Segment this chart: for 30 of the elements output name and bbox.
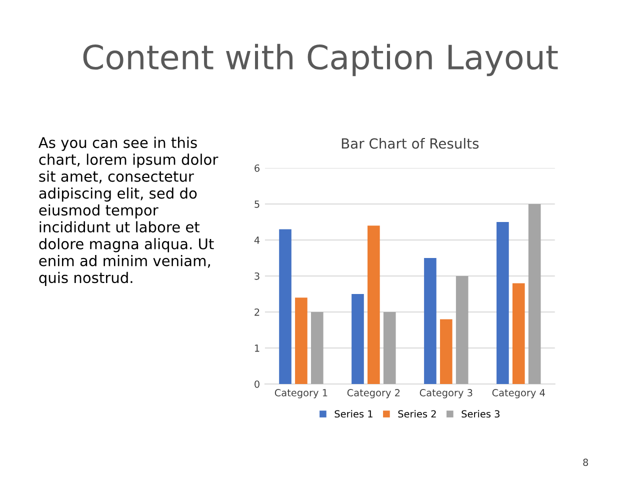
y-tick-label: 0 [254, 380, 260, 388]
x-tick-label: Category 4 [492, 389, 545, 398]
y-tick-label: 6 [254, 164, 260, 172]
legend-label: Series 3 [462, 410, 500, 418]
text: Content with Caption Layout [83, 44, 558, 76]
bar [496, 222, 509, 384]
bar [368, 226, 380, 384]
bar [456, 276, 468, 384]
text: 8 [583, 458, 588, 466]
y-tick-label: 3 [254, 272, 260, 280]
bar [310, 312, 324, 384]
bar [279, 229, 292, 384]
y-tick-label: 2 [254, 308, 260, 316]
legend-label: Series 2 [398, 410, 436, 418]
bar [440, 319, 452, 384]
bar [512, 283, 525, 384]
y-tick-label: 1 [254, 344, 260, 352]
bar [528, 204, 541, 384]
x-tick-label: Category 1 [274, 389, 328, 398]
text: As you can see in this chart, lorem ipsum dolor sit amet, consectetur adipiscing elit, sed do eiusmod tempor incididunt ut labore et dolore magna aliqua. Ut enim ad minim veniam, quis nostrud. [38, 136, 218, 286]
x-tick-label: Category 3 [420, 389, 472, 398]
bar [295, 298, 308, 384]
y-tick-label: 5 [254, 200, 260, 208]
y-tick-label: 4 [254, 236, 260, 244]
x-tick-label: Category 2 [347, 389, 400, 398]
legend-label: Series 1 [334, 410, 372, 418]
bar [424, 258, 436, 384]
chart-title: Bar Chart of Results [342, 138, 479, 149]
bar [383, 312, 396, 384]
bar [352, 294, 364, 384]
